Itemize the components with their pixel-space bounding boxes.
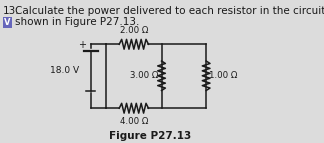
Text: 1.00 Ω: 1.00 Ω — [209, 71, 237, 80]
Text: 3.00 Ω: 3.00 Ω — [130, 71, 158, 80]
Text: Calculate the power delivered to each resistor in the circuit: Calculate the power delivered to each re… — [15, 6, 324, 16]
Text: +: + — [77, 40, 86, 50]
Text: 18.0 V: 18.0 V — [50, 66, 79, 75]
Text: 13.: 13. — [3, 6, 20, 16]
Text: shown in Figure P27.13.: shown in Figure P27.13. — [15, 17, 140, 27]
Text: Figure P27.13: Figure P27.13 — [109, 131, 191, 141]
Bar — [3, 17, 12, 28]
Text: 4.00 Ω: 4.00 Ω — [120, 117, 148, 126]
Text: 2.00 Ω: 2.00 Ω — [120, 26, 148, 35]
Text: V: V — [5, 18, 11, 27]
